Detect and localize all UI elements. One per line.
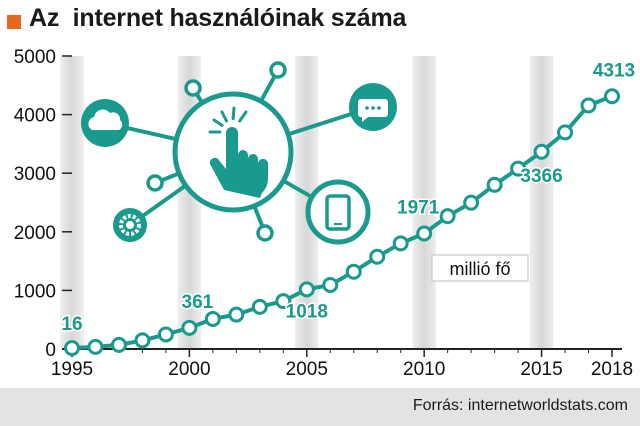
- network-illustration: [81, 61, 397, 245]
- year-band-2010: [412, 56, 436, 349]
- unit-label: millió fő: [449, 259, 510, 279]
- data-point: [580, 97, 597, 114]
- data-point: [157, 326, 174, 343]
- data-label: 361: [182, 292, 214, 313]
- year-band-2015: [529, 56, 554, 349]
- data-point: [463, 194, 480, 211]
- x-tick-label: 2015: [520, 359, 562, 380]
- series-line: [64, 88, 620, 357]
- y-tick-label: 5000: [14, 47, 56, 68]
- data-label: 3366: [520, 166, 562, 187]
- chart-title: Az internet használóinak száma: [29, 4, 407, 32]
- data-point: [251, 298, 268, 315]
- data-point: [486, 176, 503, 193]
- x-tick-label: 2010: [403, 359, 445, 380]
- data-point: [439, 208, 456, 225]
- data-point: [392, 235, 409, 252]
- data-point: [204, 310, 221, 327]
- smartphone-icon: [325, 194, 351, 231]
- data-point: [533, 143, 550, 160]
- axes: 0 1000 2000 3000 4000 5000 1995 2000 2005 2010 201…: [14, 47, 633, 380]
- chat-bubble-icon: [357, 99, 388, 122]
- source-text: Forrás: internetworldstats.com: [412, 397, 628, 414]
- gear-icon: [119, 214, 141, 236]
- data-point: [181, 319, 198, 336]
- data-point: [134, 332, 151, 349]
- data-point: [416, 225, 433, 242]
- tap-ray: [238, 110, 248, 123]
- data-point: [322, 276, 339, 293]
- data-point: [275, 293, 292, 310]
- data-point: [510, 160, 527, 177]
- chat-dot: [371, 106, 375, 110]
- touch-hand-icon: [209, 127, 269, 198]
- data-point: [345, 263, 362, 280]
- y-tick-label: 4000: [14, 106, 56, 127]
- cloud-icon: [88, 109, 123, 130]
- x-tick-label: 2018: [591, 359, 633, 380]
- year-band-1995: [60, 56, 84, 349]
- small-node: [184, 79, 202, 97]
- y-tick-label: 1000: [14, 281, 56, 302]
- data-point: [557, 124, 574, 141]
- data-point: [110, 336, 127, 353]
- small-node: [269, 61, 287, 79]
- x-tick-label: 2000: [168, 359, 210, 380]
- phone-node: [305, 179, 371, 245]
- unit-label-box: [431, 254, 529, 282]
- y-tick-label: 2000: [14, 223, 56, 244]
- tap-ray: [231, 106, 236, 121]
- data-point: [87, 338, 104, 355]
- data-point: [604, 88, 620, 105]
- data-point: [64, 340, 80, 357]
- data-point: [369, 248, 386, 265]
- data-point: [228, 306, 245, 323]
- tap-ray: [212, 118, 224, 127]
- data-labels: 16 361 1018 1971 3366 4313: [60, 59, 637, 337]
- gear-hub: [126, 221, 134, 229]
- source-bar: Forrás: internetworldstats.com: [0, 388, 640, 426]
- data-point: [298, 281, 315, 298]
- x-tick-label: 1995: [51, 359, 93, 380]
- data-label: 16: [61, 314, 82, 335]
- data-label: 1971: [397, 197, 440, 218]
- data-label: 1018: [286, 301, 328, 322]
- chat-dot: [365, 106, 369, 110]
- small-node: [256, 224, 274, 242]
- title-marker: [7, 15, 21, 29]
- y-tick-label: 3000: [14, 164, 56, 185]
- x-tick-label: 2005: [286, 359, 328, 380]
- data-label: 4313: [593, 60, 635, 81]
- small-node: [146, 174, 164, 192]
- y-tick-label: 0: [45, 340, 56, 361]
- unit-legend: millió fő: [431, 254, 529, 282]
- chat-dot: [377, 106, 381, 110]
- tap-ray: [220, 110, 228, 123]
